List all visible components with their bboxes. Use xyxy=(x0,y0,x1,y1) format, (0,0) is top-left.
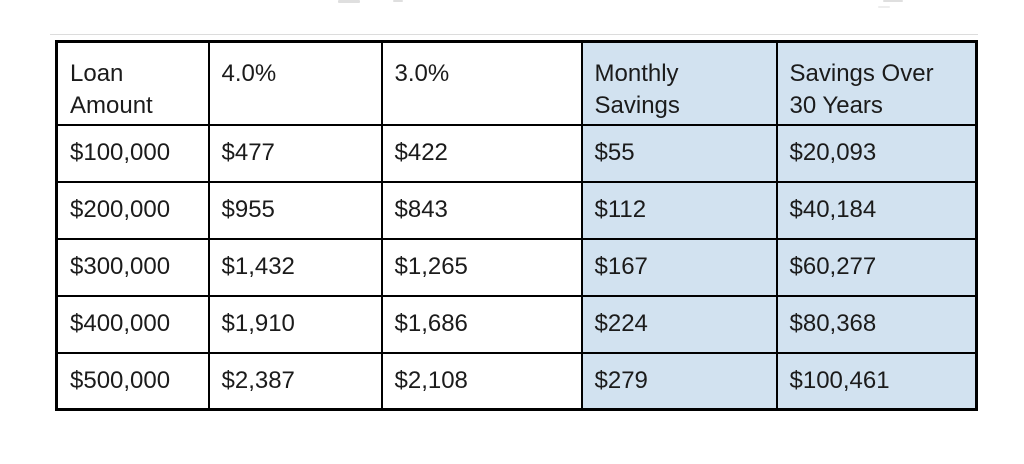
cell-loan-amount: $500,000 xyxy=(55,351,210,411)
header-rate-4-percent: 4.0% xyxy=(207,40,383,126)
table-row: $100,000 $477 $422 $55 $20,093 xyxy=(55,123,978,183)
cell-rate-3: $1,686 xyxy=(380,294,583,354)
cell-savings-30yr: $80,368 xyxy=(775,294,978,354)
cell-rate-3: $843 xyxy=(380,180,583,240)
table-row: $300,000 $1,432 $1,265 $167 $60,277 xyxy=(55,237,978,297)
table-row: $200,000 $955 $843 $112 $40,184 xyxy=(55,180,978,240)
cropped-text-artifact xyxy=(393,0,403,2)
cell-rate-3: $422 xyxy=(380,123,583,183)
cell-monthly-savings: $55 xyxy=(580,123,778,183)
cell-rate-4: $477 xyxy=(207,123,383,183)
header-savings-over-30-years: Savings Over 30 Years xyxy=(775,40,978,126)
table-row: $400,000 $1,910 $1,686 $224 $80,368 xyxy=(55,294,978,354)
cell-savings-30yr: $20,093 xyxy=(775,123,978,183)
cell-rate-4: $2,387 xyxy=(207,351,383,411)
header-loan-amount: Loan Amount xyxy=(55,40,210,126)
cell-monthly-savings: $224 xyxy=(580,294,778,354)
cell-rate-4: $955 xyxy=(207,180,383,240)
cell-monthly-savings: $279 xyxy=(580,351,778,411)
table-row: $500,000 $2,387 $2,108 $279 $100,461 xyxy=(55,351,978,411)
hairline-artifact xyxy=(50,34,978,35)
cell-savings-30yr: $40,184 xyxy=(775,180,978,240)
cell-loan-amount: $400,000 xyxy=(55,294,210,354)
cell-savings-30yr: $100,461 xyxy=(775,351,978,411)
header-rate-3-percent: 3.0% xyxy=(380,40,583,126)
cell-monthly-savings: $112 xyxy=(580,180,778,240)
cell-loan-amount: $200,000 xyxy=(55,180,210,240)
cropped-text-artifact xyxy=(878,6,890,8)
cell-monthly-savings: $167 xyxy=(580,237,778,297)
cell-rate-4: $1,432 xyxy=(207,237,383,297)
cell-savings-30yr: $60,277 xyxy=(775,237,978,297)
header-monthly-savings: Monthly Savings xyxy=(580,40,778,126)
cell-rate-3: $1,265 xyxy=(380,237,583,297)
cropped-text-artifact xyxy=(338,0,360,3)
cropped-text-artifact xyxy=(883,0,903,2)
mortgage-savings-table: Loan Amount 4.0% 3.0% Monthly Savings Sa… xyxy=(55,40,978,411)
header-row: Loan Amount 4.0% 3.0% Monthly Savings Sa… xyxy=(55,40,978,126)
cell-loan-amount: $100,000 xyxy=(55,123,210,183)
cell-loan-amount: $300,000 xyxy=(55,237,210,297)
cell-rate-4: $1,910 xyxy=(207,294,383,354)
cell-rate-3: $2,108 xyxy=(380,351,583,411)
